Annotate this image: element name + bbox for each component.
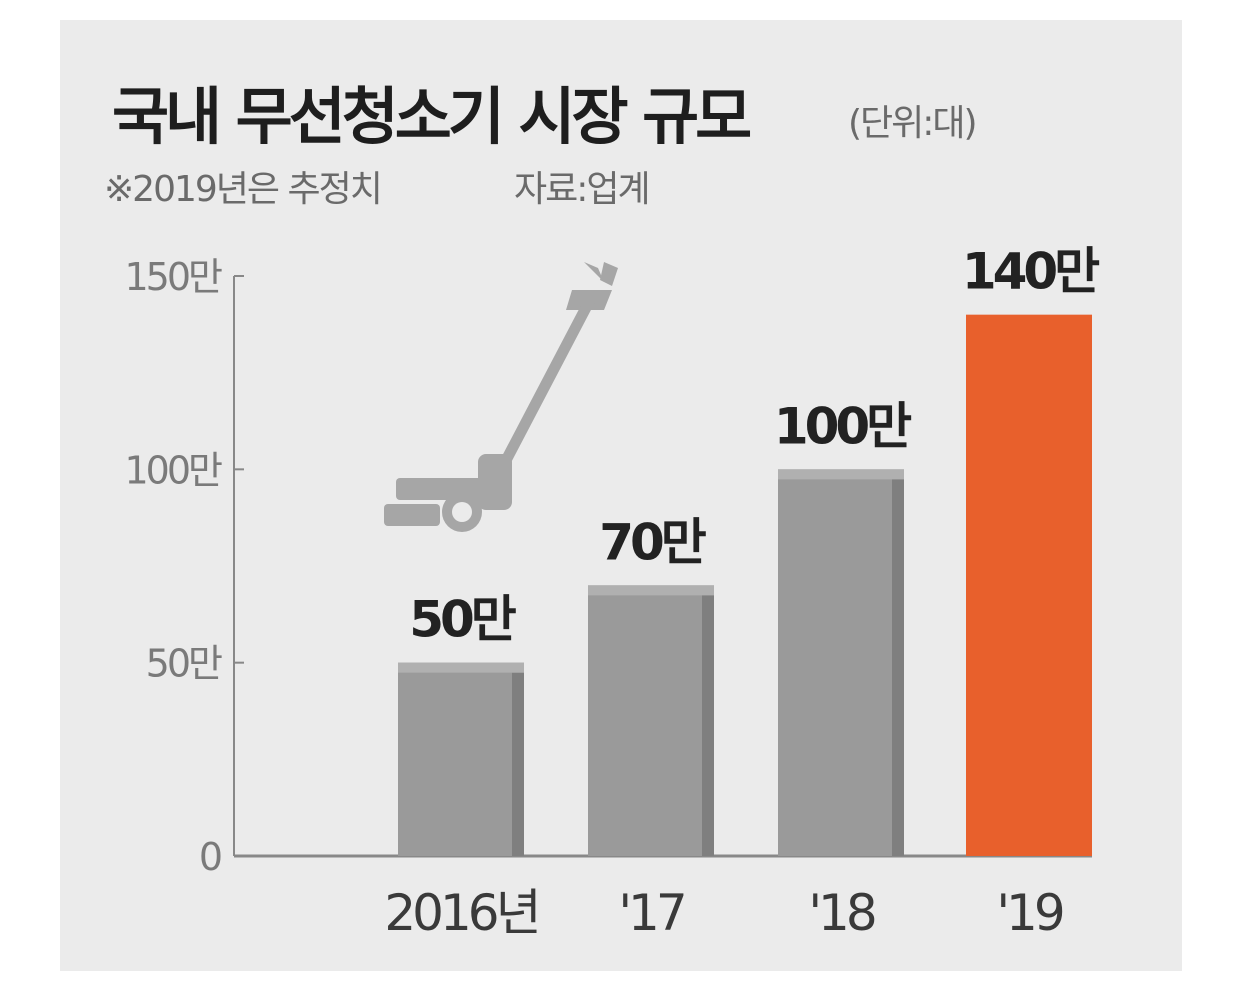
bar-shade <box>892 479 904 856</box>
bar-shade <box>512 672 524 856</box>
vacuum-cleaner-icon <box>384 262 618 532</box>
bar-face <box>966 314 1092 857</box>
unit-label: (단위:대) <box>848 103 978 144</box>
data-label: 50만 <box>409 591 517 649</box>
bar-3 <box>966 314 1092 857</box>
bar-2 <box>778 469 904 856</box>
data-label: 70만 <box>599 513 707 571</box>
bar-face <box>398 662 524 856</box>
y-tick-label: 0 <box>199 835 221 879</box>
x-axis-ticks: 2016년 '17 '18 '19 <box>384 884 1066 942</box>
x-tick-label: '18 <box>808 884 875 942</box>
y-tick-label: 50만 <box>146 642 222 686</box>
bar-0 <box>398 662 524 856</box>
data-labels: 50만 70만 100만 140만 <box>409 243 1104 649</box>
bars <box>398 314 1092 857</box>
x-tick-label: '19 <box>996 884 1063 942</box>
x-tick-label: '17 <box>618 884 684 942</box>
bar-cap <box>398 662 524 673</box>
data-label: 100만 <box>774 397 912 455</box>
bar-shade <box>702 595 714 856</box>
y-axis-ticks: 0 50만 100만 150만 <box>125 255 244 879</box>
bar-face <box>778 469 904 856</box>
bar-face <box>588 585 714 856</box>
bar-cap <box>778 469 904 480</box>
bar-cap <box>588 585 714 596</box>
bar-1 <box>588 585 714 856</box>
data-label: 140만 <box>962 243 1100 301</box>
source-label: 자료:업계 <box>514 169 651 210</box>
estimate-note: ※2019년은 추정치 <box>104 169 383 210</box>
y-tick-label: 150만 <box>125 255 223 299</box>
y-tick-label: 100만 <box>125 448 223 492</box>
chart-title: 국내 무선청소기 시장 규모 <box>112 80 752 153</box>
x-tick-label: 2016년 <box>384 884 537 942</box>
